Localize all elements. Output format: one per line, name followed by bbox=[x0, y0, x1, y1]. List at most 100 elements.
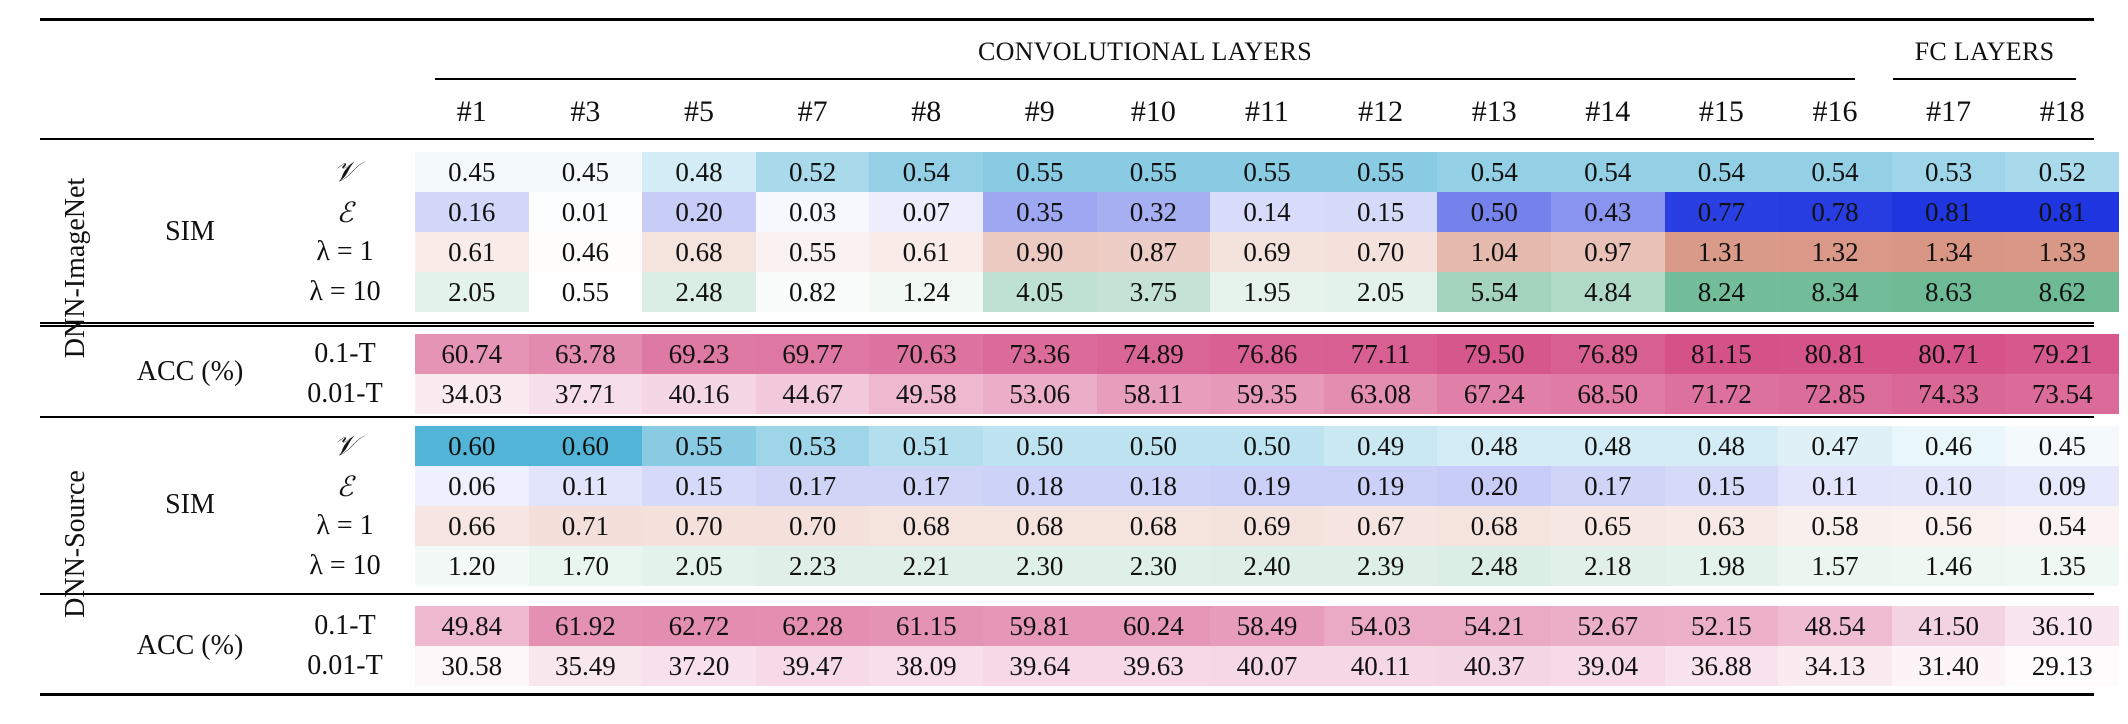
table-cell: 0.55 bbox=[755, 232, 870, 272]
row-label: 0.1-T bbox=[314, 610, 376, 641]
table-cell: 0.81 bbox=[1891, 192, 2006, 232]
table-cell: 2.48 bbox=[642, 272, 756, 312]
table-cell: 74.89 bbox=[1096, 334, 1211, 374]
sim-acc-separator-rule-source bbox=[40, 593, 2094, 595]
table-cell: 0.70 bbox=[755, 506, 870, 546]
table-cell: 74.33 bbox=[1891, 374, 2006, 414]
table-cell: 0.55 bbox=[1323, 152, 1438, 192]
table-cell: 40.11 bbox=[1323, 646, 1438, 686]
column-header: #7 bbox=[797, 95, 828, 128]
row-label: λ = 10 bbox=[309, 550, 381, 581]
row-label: 𝒱 bbox=[333, 429, 357, 462]
table-cell: 8.62 bbox=[2005, 272, 2119, 312]
table-cell: 0.09 bbox=[2005, 466, 2119, 506]
table-cell: 30.58 bbox=[415, 646, 529, 686]
table-cell: 0.18 bbox=[983, 466, 1097, 506]
row-label: 0.01-T bbox=[307, 650, 383, 681]
column-header: #1 bbox=[456, 95, 487, 128]
table-cell: 69.77 bbox=[755, 334, 870, 374]
table-cell: 70.63 bbox=[869, 334, 983, 374]
row-label: 0.1-T bbox=[314, 338, 376, 369]
table-cell: 0.71 bbox=[528, 506, 643, 546]
table-cell: 0.15 bbox=[1664, 466, 1779, 506]
table-cell: 58.49 bbox=[1210, 606, 1324, 646]
sim-group-label: SIM bbox=[165, 489, 215, 520]
table-cell: 36.88 bbox=[1664, 646, 1779, 686]
table-cell: 0.43 bbox=[1551, 192, 1665, 232]
section-label: DNN-Source bbox=[60, 470, 91, 618]
table-cell: 0.16 bbox=[415, 192, 529, 232]
row-label: λ = 1 bbox=[316, 510, 374, 541]
table-cell: 0.01 bbox=[528, 192, 643, 232]
table-cell: 0.11 bbox=[528, 466, 643, 506]
section-separator-rule bbox=[40, 416, 2094, 418]
table-cell: 0.46 bbox=[528, 232, 643, 272]
table-cell: 76.86 bbox=[1210, 334, 1324, 374]
table-cell: 0.50 bbox=[983, 426, 1097, 466]
table-cell: 39.63 bbox=[1096, 646, 1211, 686]
table-cell: 4.05 bbox=[983, 272, 1097, 312]
table-cell: 0.32 bbox=[1096, 192, 1211, 232]
table-cell: 0.81 bbox=[2005, 192, 2119, 232]
table-cell: 0.45 bbox=[528, 152, 643, 192]
sim-acc-separator-rule bbox=[40, 322, 2094, 324]
row-label: ℰ bbox=[336, 469, 354, 503]
table-cell: 8.63 bbox=[1891, 272, 2006, 312]
table-cell: 61.15 bbox=[869, 606, 983, 646]
column-header: #5 bbox=[683, 95, 714, 128]
table-cell: 68.50 bbox=[1551, 374, 1665, 414]
table-cell: 52.67 bbox=[1551, 606, 1665, 646]
table-cell: 0.55 bbox=[642, 426, 756, 466]
table-cell: 2.05 bbox=[1323, 272, 1438, 312]
section-label: DNN-ImageNet bbox=[60, 177, 91, 359]
column-header: #14 bbox=[1585, 95, 1631, 128]
table-cell: 0.53 bbox=[755, 426, 870, 466]
table-cell: 58.11 bbox=[1096, 374, 1211, 414]
table-cell: 0.51 bbox=[869, 426, 983, 466]
table-cell: 59.35 bbox=[1210, 374, 1324, 414]
conv-layers-header: CONVOLUTIONAL LAYERS bbox=[977, 37, 1313, 66]
table-cell: 0.50 bbox=[1210, 426, 1324, 466]
column-header: #18 bbox=[2039, 95, 2085, 128]
table-cell: 2.21 bbox=[869, 546, 983, 586]
table-cell: 0.45 bbox=[2005, 426, 2119, 466]
table-cell: 2.23 bbox=[755, 546, 870, 586]
table-cell: 0.55 bbox=[528, 272, 643, 312]
table-cell: 0.19 bbox=[1210, 466, 1324, 506]
table-cell: 60.74 bbox=[415, 334, 529, 374]
table-cell: 63.08 bbox=[1323, 374, 1438, 414]
table-cell: 0.48 bbox=[1437, 426, 1551, 466]
table-cell: 53.06 bbox=[983, 374, 1097, 414]
table-cell: 5.54 bbox=[1437, 272, 1551, 312]
table-cell: 0.46 bbox=[1891, 426, 2006, 466]
column-header: #8 bbox=[911, 95, 942, 128]
table-cell: 0.55 bbox=[983, 152, 1097, 192]
table-cell: 2.40 bbox=[1210, 546, 1324, 586]
table-cell: 2.39 bbox=[1323, 546, 1438, 586]
column-header: #16 bbox=[1812, 95, 1858, 128]
table-cell: 0.45 bbox=[415, 152, 529, 192]
column-header: #17 bbox=[1926, 95, 1972, 128]
acc-group-label: ACC (%) bbox=[136, 356, 244, 387]
table-cell: 1.35 bbox=[2005, 546, 2119, 586]
table-cell: 0.17 bbox=[869, 466, 983, 506]
table-cell: 0.53 bbox=[1891, 152, 2006, 192]
table-cell: 1.31 bbox=[1664, 232, 1779, 272]
row-label: 0.01-T bbox=[307, 378, 383, 409]
table-cell: 29.13 bbox=[2005, 646, 2119, 686]
table-cell: 67.24 bbox=[1437, 374, 1551, 414]
bottom-rule bbox=[40, 693, 2094, 696]
table-cell: 0.60 bbox=[415, 426, 529, 466]
table-cell: 0.77 bbox=[1664, 192, 1779, 232]
table-cell: 80.81 bbox=[1778, 334, 1892, 374]
table-cell: 0.20 bbox=[642, 192, 756, 232]
table-cell: 0.52 bbox=[755, 152, 870, 192]
table-cell: 0.69 bbox=[1210, 232, 1324, 272]
table-cell: 0.17 bbox=[1551, 466, 1665, 506]
table-cell: 71.72 bbox=[1664, 374, 1779, 414]
table-cell: 0.70 bbox=[642, 506, 756, 546]
table-cell: 0.48 bbox=[1664, 426, 1779, 466]
table-cell: 79.50 bbox=[1437, 334, 1551, 374]
table-cell: 73.36 bbox=[983, 334, 1097, 374]
table-cell: 0.20 bbox=[1437, 466, 1551, 506]
